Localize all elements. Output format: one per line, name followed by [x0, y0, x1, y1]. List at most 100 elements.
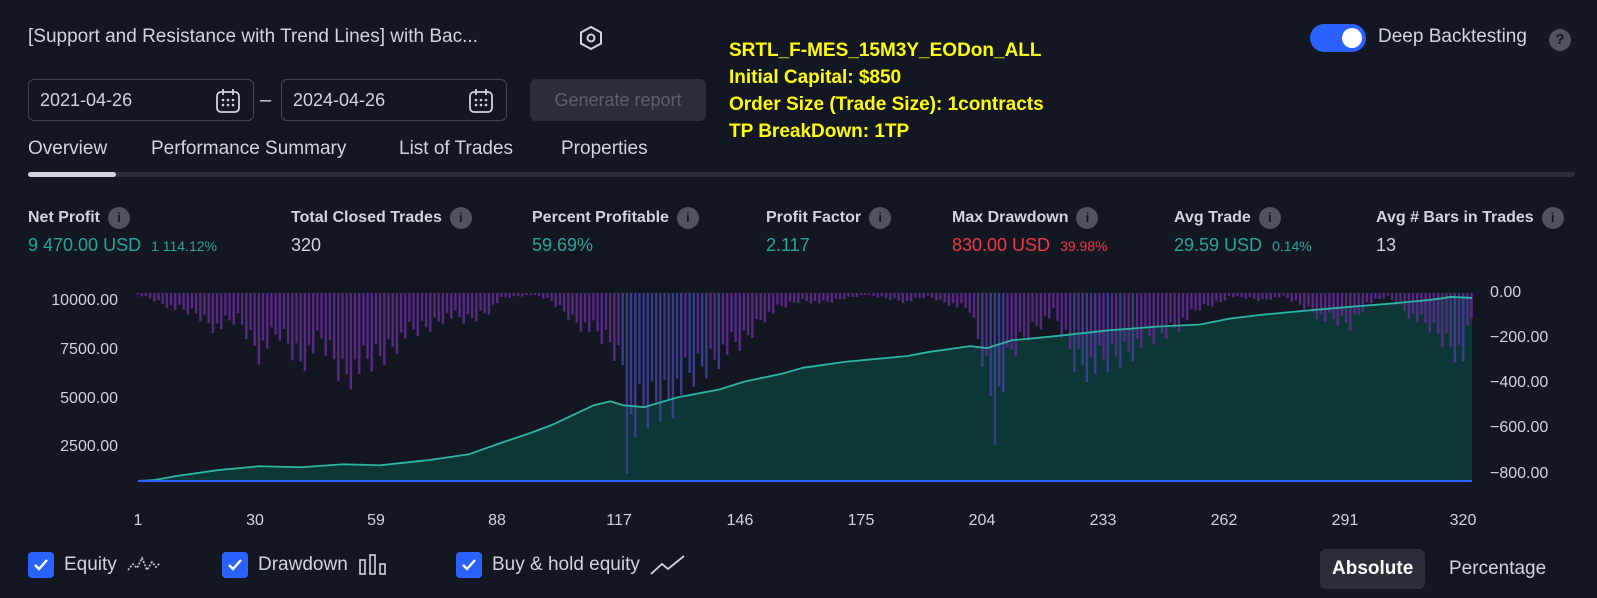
calendar-icon[interactable] [215, 88, 241, 114]
toggle-knob [1342, 28, 1362, 48]
drawdown-bar [663, 293, 666, 380]
info-icon[interactable]: i [108, 207, 130, 229]
drawdown-bar [270, 293, 273, 328]
drawdown-bar [947, 293, 951, 307]
drawdown-bar [964, 293, 967, 308]
checkbox-buy-hold[interactable] [456, 552, 482, 578]
drawdown-bar [1332, 293, 1335, 319]
info-icon[interactable]: i [1076, 207, 1099, 229]
drawdown-bar [378, 293, 382, 357]
drawdown-bar [935, 293, 938, 301]
tab-performance-summary[interactable]: Performance Summary [151, 138, 347, 159]
strategy-info-overlay: SRTL_F-MES_15M3Y_EODon_ALL Initial Capit… [729, 37, 1044, 145]
drawdown-bar [1094, 293, 1097, 375]
drawdown-bar [550, 293, 553, 302]
stat-sub-value: 39.98% [1060, 238, 1108, 254]
drawdown-bar [320, 293, 323, 339]
drawdown-bar [1307, 293, 1310, 307]
drawdown-bar [1390, 293, 1394, 300]
drawdown-bar [859, 293, 863, 296]
drawdown-bar [759, 293, 762, 321]
end-date-field[interactable]: 2024-04-26 [281, 79, 507, 121]
drawdown-bar [884, 293, 888, 299]
legend-equity[interactable]: Equity [28, 552, 161, 578]
drawdown-bar [960, 293, 963, 304]
drawdown-bar [186, 293, 189, 315]
drawdown-bar [483, 293, 486, 314]
buy-hold-line-icon [650, 555, 685, 575]
settings-hexagon-icon[interactable] [578, 25, 604, 51]
info-icon[interactable]: i [1258, 207, 1281, 229]
percentage-button[interactable]: Percentage [1449, 558, 1547, 579]
checkmark-icon [462, 559, 476, 571]
generate-report-button[interactable]: Generate report [530, 79, 706, 121]
info-icon[interactable]: i [449, 207, 472, 229]
drawdown-bar [976, 293, 980, 340]
drawdown-bar [826, 293, 829, 302]
overlay-line-name: SRTL_F-MES_15M3Y_EODon_ALL [729, 40, 1042, 61]
drawdown-bar [905, 293, 909, 301]
strategy-title[interactable]: [Support and Resistance with Trend Lines… [28, 26, 478, 47]
drawdown-bar [847, 293, 850, 297]
drawdown-bar [341, 293, 344, 359]
deep-backtesting-toggle[interactable] [1310, 24, 1366, 52]
drawdown-bar [1466, 293, 1469, 326]
drawdown-bar [546, 293, 549, 298]
tab-properties[interactable]: Properties [561, 138, 648, 159]
start-date-field[interactable]: 2021-04-26 [28, 79, 254, 121]
drawdown-bar [956, 293, 959, 308]
tab-list-of-trades[interactable]: List of Trades [399, 138, 514, 159]
calendar-icon[interactable] [468, 88, 494, 114]
stat-value-avg-trade: 29.59 USD 0.14% [1174, 235, 1312, 256]
drawdown-bar [1006, 293, 1009, 348]
overlay-line-tp: TP BreakDown: 1TP [729, 121, 910, 142]
drawdown-bar [1014, 293, 1017, 357]
drawdown-bar [721, 293, 725, 345]
legend-buy-hold[interactable]: Buy & hold equity [456, 552, 686, 578]
drawdown-bar [500, 293, 503, 297]
drawdown-bar [868, 293, 871, 295]
drawdown-bar [571, 293, 574, 315]
drawdown-bar [1114, 293, 1118, 357]
equity-chart[interactable] [0, 285, 1597, 500]
drawdown-bar [1027, 293, 1030, 341]
drawdown-bar [1156, 293, 1160, 327]
drawdown-bar [792, 293, 796, 303]
drawdown-bar [1018, 293, 1022, 332]
drawdown-bar [458, 293, 461, 317]
drawdown-bar [897, 293, 900, 301]
drawdown-bar [1068, 293, 1072, 350]
drawdown-bar [692, 293, 695, 387]
info-icon[interactable]: i [869, 207, 892, 229]
drawdown-bar [178, 293, 181, 305]
checkbox-drawdown[interactable] [222, 552, 248, 578]
drawdown-bar [834, 293, 838, 299]
drawdown-bar [1248, 293, 1252, 298]
overlay-line-capital: Initial Capital: $850 [729, 67, 902, 88]
drawdown-bar [387, 293, 390, 340]
drawdown-bar [730, 293, 733, 333]
drawdown-bar [479, 293, 482, 311]
legend-drawdown[interactable]: Drawdown [222, 552, 388, 578]
checkbox-equity[interactable] [28, 552, 54, 578]
tab-active-indicator [28, 172, 116, 177]
info-icon[interactable]: i [676, 207, 699, 229]
help-icon[interactable]: ? [1549, 29, 1571, 51]
info-icon[interactable]: i [1541, 207, 1564, 229]
stat-value-text: 29.59 USD [1174, 235, 1263, 255]
drawdown-bar [709, 293, 712, 349]
drawdown-bar [1378, 293, 1381, 299]
drawdown-bar [148, 293, 152, 299]
drawdown-bar [788, 293, 792, 302]
drawdown-bar [1294, 293, 1298, 301]
drawdown-bar [316, 293, 319, 331]
drawdown-bar [667, 293, 670, 400]
drawdown-bar [395, 293, 399, 354]
y-right-tick: −400.00 [1490, 374, 1549, 391]
drawdown-bar [600, 293, 603, 344]
drawdown-bar [855, 293, 859, 297]
absolute-button[interactable]: Absolute [1320, 549, 1426, 589]
drawdown-bar [872, 293, 875, 296]
tab-overview[interactable]: Overview [28, 138, 108, 159]
drawdown-bar [1160, 293, 1164, 334]
